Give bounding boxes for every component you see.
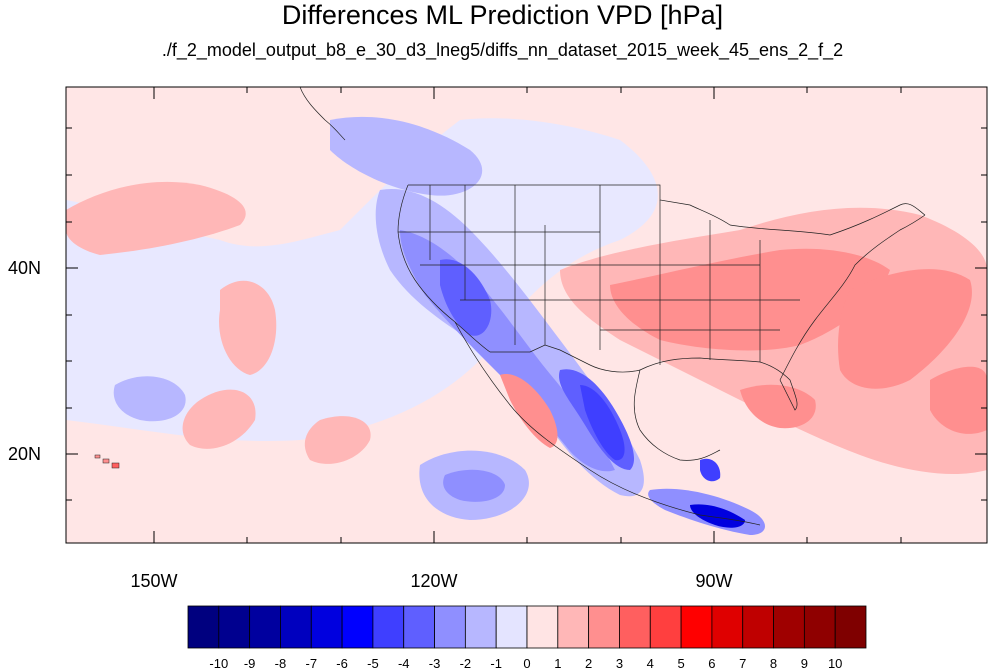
lon-label-150w: 150W — [130, 571, 178, 591]
colorbar-swatch — [310, 605, 343, 649]
red-region-eastern-us-core — [610, 248, 890, 351]
colorbar-tick-label: 5 — [677, 656, 685, 671]
colorbar-swatch — [218, 605, 251, 649]
colorbar-tick-label: 7 — [739, 656, 747, 671]
colorbar-tick-label: -10 — [209, 656, 229, 671]
colorbar-swatch — [403, 605, 435, 649]
colorbar-tick-label: -5 — [367, 656, 379, 671]
colorbar-tick-label: -3 — [428, 656, 441, 671]
colorbar-swatch — [187, 605, 220, 649]
map-boundaries — [299, 87, 926, 526]
north-pacific-blue-patch — [330, 116, 483, 196]
mexico-west-coast — [454, 321, 761, 526]
map-subtitle: ./f_2_model_output_b8_e_30_d3_lneg5/diff… — [161, 40, 844, 60]
pacific-neutral-region — [66, 118, 658, 441]
colorbar-swatch — [803, 605, 836, 649]
colorbar-swatch — [680, 605, 713, 649]
state-lines — [398, 185, 800, 365]
lat-label-20n: 20N — [8, 444, 42, 464]
map-ticks — [66, 87, 987, 543]
blue-band-darkest-mexico — [580, 385, 625, 461]
colorbar-tick-label: -6 — [336, 656, 348, 671]
colorbar-tick-label: 10 — [827, 656, 843, 671]
us-gulf-coast — [639, 357, 798, 411]
colorbar-tick-label: 6 — [708, 656, 716, 671]
red-region-caribbean — [740, 384, 816, 429]
red-patch-sw — [304, 416, 371, 464]
colorbar-tick-label: -7 — [305, 656, 318, 671]
colorbar-tick-label: 0 — [523, 656, 531, 671]
colorbar-tick-label: -8 — [274, 656, 287, 671]
red-patch-central-pacific — [219, 280, 277, 375]
blue-patch-south-pacific-core — [443, 469, 505, 502]
colorbar-swatch — [557, 605, 590, 649]
hawaii-islands — [94, 454, 120, 469]
colorbar-tick-label: 4 — [646, 656, 654, 671]
blue-band-central-america-core — [690, 504, 745, 528]
us-east-coast — [779, 214, 926, 381]
map-panel — [66, 87, 987, 543]
colorbar-swatch — [249, 605, 281, 649]
colorbar-swatch — [495, 605, 528, 649]
red-fringe-mexico-west — [500, 374, 558, 448]
colorbar-tick-label: 2 — [585, 656, 593, 671]
mexico-gulf-coast — [633, 369, 721, 461]
red-patch-nw-pacific — [66, 181, 246, 255]
colorbar-tick-label: 1 — [554, 656, 562, 671]
us-mexico-border — [490, 344, 641, 373]
blue-band-caribbean — [700, 458, 721, 482]
colorbar-swatch — [742, 605, 774, 649]
colorbar-tick-label: -1 — [490, 656, 502, 671]
colorbar-swatch — [434, 605, 466, 649]
colorbar-tick-label: -2 — [459, 656, 472, 671]
colorbar-swatch — [619, 605, 651, 649]
lon-label-120w: 120W — [410, 571, 458, 591]
colorbar-swatch — [588, 605, 620, 649]
blue-band-core-sw-us — [440, 259, 492, 336]
blue-patch-west-pacific — [113, 376, 186, 422]
colorbar-tick-label: 9 — [800, 656, 808, 671]
colorbar — [187, 605, 867, 649]
lon-label-90w: 90W — [695, 571, 733, 591]
colorbar-swatch — [372, 605, 405, 649]
colorbar-swatch — [526, 605, 559, 649]
colorbar-swatch — [649, 605, 682, 649]
colorbar-swatch — [341, 605, 374, 649]
colorbar-swatch — [711, 605, 744, 649]
colorbar-swatch — [773, 605, 805, 649]
colorbar-swatch — [280, 605, 312, 649]
colorbar-tick-label: -9 — [243, 656, 256, 671]
map-title: Differences ML Prediction VPD [hPa] — [281, 0, 724, 30]
red-patch-south-pacific — [182, 389, 256, 449]
colorbar-tick-label: 3 — [615, 656, 624, 671]
colorbar-swatch — [464, 605, 497, 649]
lat-label-40n: 40N — [8, 258, 42, 278]
colorbar-tick-label: -4 — [397, 656, 410, 671]
colorbar-tick-label: 8 — [769, 656, 778, 671]
red-region-atlantic-core — [838, 269, 972, 389]
us-west-coastline — [397, 184, 491, 353]
us-canada-border — [408, 184, 926, 236]
alaska-coastline — [299, 87, 346, 141]
red-region-east-atlantic — [930, 366, 987, 434]
colorbar-swatch — [834, 605, 867, 649]
